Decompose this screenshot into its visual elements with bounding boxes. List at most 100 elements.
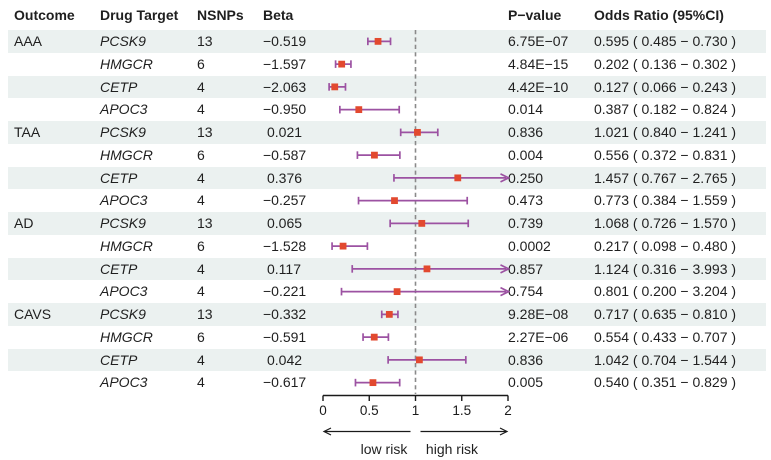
table-row: HMGCR 6 −1.597 4.84E−15 0.202 ( 0.136 − 0.30…: [0, 53, 771, 76]
high-risk-label: high risk: [425, 441, 479, 457]
header-outcome: Outcome: [14, 7, 75, 23]
cell-drug-target: APOC3: [100, 101, 148, 118]
cell-nsnps: 4: [197, 260, 205, 277]
high-risk-arrowhead-icon: [499, 427, 509, 436]
header-odds-ratio: Odds Ratio (95%CI): [594, 7, 724, 23]
cell-nsnps: 4: [197, 101, 205, 118]
table-row: AD PCSK9 13 0.065 0.739 1.068 ( 0.726 − 1.570…: [0, 212, 771, 235]
cell-drug-target: HMGCR: [100, 328, 153, 345]
cell-drug-target: PCSK9: [100, 306, 146, 322]
x-tick-label: 2: [504, 403, 512, 418]
cell-pvalue: 0.739: [508, 215, 544, 231]
cell-nsnps: 13: [197, 33, 213, 49]
cell-odds-ratio: 1.042 ( 0.704 − 1.544 ): [594, 351, 737, 368]
cell-beta: −0.221: [263, 283, 307, 300]
cell-odds-ratio: 0.595 ( 0.485 − 0.730 ): [594, 33, 737, 49]
cell-beta: −0.617: [263, 374, 307, 391]
cell-drug-target: HMGCR: [100, 55, 153, 72]
cell-beta: 0.117: [267, 260, 301, 277]
table-row: APOC3 4 −0.617 0.005 0.540 ( 0.351 − 0.829 ): [0, 371, 771, 394]
row-stripe: [8, 348, 766, 372]
cell-beta: −1.597: [263, 55, 307, 72]
header-pvalue: P−value: [508, 7, 562, 23]
table-row: CETP 4 −2.063 4.42E−10 0.127 ( 0.066 − 0.243…: [0, 75, 771, 99]
cell-pvalue: 4.42E−10: [508, 78, 569, 95]
cell-beta: −2.063: [263, 78, 307, 95]
table-row: CETP 4 0.117 0.857 1.124 ( 0.316 − 3.993 ): [0, 257, 771, 281]
x-tick-label: 1: [412, 403, 420, 418]
cell-pvalue: 0.0002: [508, 237, 551, 254]
x-tick-label: 0: [319, 403, 327, 418]
cell-pvalue: 0.857: [508, 260, 544, 277]
cell-drug-target: PCSK9: [100, 215, 146, 231]
cell-nsnps: 4: [197, 78, 205, 95]
row-stripe: [8, 166, 766, 190]
low-risk-label: low risk: [360, 441, 408, 457]
cell-drug-target: PCSK9: [100, 124, 146, 140]
row-stripe: [8, 75, 766, 99]
cell-beta: −0.332: [263, 306, 307, 322]
cell-nsnps: 4: [197, 374, 205, 391]
header-nsnps: NSNPs: [197, 7, 244, 23]
cell-beta: −0.519: [263, 33, 307, 49]
cell-odds-ratio: 0.387 ( 0.182 − 0.824 ): [594, 101, 737, 118]
cell-pvalue: 0.836: [508, 124, 544, 140]
table-row: APOC3 4 −0.221 0.754 0.801 ( 0.200 − 3.204 ): [0, 280, 771, 303]
cell-nsnps: 13: [197, 306, 213, 322]
row-stripe: [8, 212, 766, 235]
cell-nsnps: 4: [197, 192, 205, 209]
cell-odds-ratio: 0.217 ( 0.098 − 0.480 ): [594, 237, 737, 254]
table-row: APOC3 4 −0.950 0.014 0.387 ( 0.182 − 0.824 ): [0, 98, 771, 121]
cell-beta: −0.591: [263, 328, 307, 345]
x-tick-label: 1.5: [452, 403, 471, 418]
cell-beta: 0.065: [267, 215, 303, 231]
cell-drug-target: CETP: [100, 260, 138, 277]
cell-odds-ratio: 1.124 ( 0.316 − 3.993 ): [594, 260, 737, 277]
table-row: TAA PCSK9 13 0.021 0.836 1.021 ( 0.840 − 1.24…: [0, 121, 771, 144]
low-risk-arrowhead-icon: [322, 427, 332, 436]
cell-nsnps: 6: [197, 237, 205, 254]
cell-beta: −1.528: [263, 237, 307, 254]
cell-drug-target: APOC3: [100, 192, 148, 209]
table-row: APOC3 4 −0.257 0.473 0.773 ( 0.384 − 1.559 ): [0, 189, 771, 212]
cell-outcome: AD: [14, 215, 34, 231]
cell-pvalue: 0.836: [508, 351, 544, 368]
cell-drug-target: HMGCR: [100, 146, 153, 163]
header-drug-target: Drug Target: [100, 7, 179, 23]
cell-odds-ratio: 0.717 ( 0.635 − 0.810 ): [594, 306, 737, 322]
cell-pvalue: 6.75E−07: [508, 33, 569, 49]
cell-odds-ratio: 1.457 ( 0.767 − 2.765 ): [594, 169, 737, 186]
cell-drug-target: CETP: [100, 169, 138, 186]
row-stripe: [8, 121, 766, 144]
cell-pvalue: 2.27E−06: [508, 328, 569, 345]
cell-pvalue: 9.28E−08: [508, 306, 569, 322]
cell-nsnps: 4: [197, 169, 205, 186]
cell-nsnps: 4: [197, 283, 205, 300]
cell-drug-target: PCSK9: [100, 33, 146, 49]
cell-beta: 0.376: [267, 169, 303, 186]
cell-odds-ratio: 0.801 ( 0.200 − 3.204 ): [594, 283, 737, 300]
cell-odds-ratio: 0.554 ( 0.433 − 0.707 ): [594, 328, 737, 345]
cell-pvalue: 0.250: [508, 169, 544, 186]
cell-nsnps: 6: [197, 328, 205, 345]
cell-odds-ratio: 0.202 ( 0.136 − 0.302 ): [594, 55, 737, 72]
table-row: HMGCR 6 −1.528 0.0002 0.217 ( 0.098 − 0.480 …: [0, 235, 771, 258]
cell-drug-target: CETP: [100, 78, 138, 95]
cell-pvalue: 0.754: [508, 283, 544, 300]
table-header-row: Outcome Drug Target NSNPs Beta P−value O…: [0, 3, 771, 28]
cell-pvalue: 4.84E−15: [508, 55, 569, 72]
x-tick-label: 0.5: [360, 403, 379, 418]
cell-odds-ratio: 0.556 ( 0.372 − 0.831 ): [594, 146, 737, 163]
cell-nsnps: 13: [197, 124, 213, 140]
cell-odds-ratio: 0.773 ( 0.384 − 1.559 ): [594, 192, 737, 209]
cell-outcome: CAVS: [14, 306, 52, 322]
cell-outcome: AAA: [14, 33, 43, 49]
cell-pvalue: 0.473: [508, 192, 544, 209]
cell-nsnps: 13: [197, 215, 213, 231]
cell-drug-target: HMGCR: [100, 237, 153, 254]
header-beta: Beta: [263, 7, 294, 23]
cell-pvalue: 0.004: [508, 146, 544, 163]
cell-beta: 0.042: [267, 351, 303, 368]
cell-outcome: TAA: [14, 124, 41, 140]
